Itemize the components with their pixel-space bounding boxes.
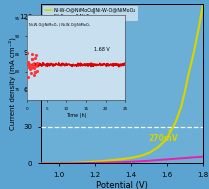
- Point: [28, 67, 32, 70]
- Point: [29, 64, 32, 67]
- Point: [26, 60, 29, 64]
- Point: [35, 62, 38, 65]
- Point: [25, 52, 29, 55]
- Point: [32, 67, 35, 70]
- Legend: Ni-W-O@NiMoO₄‖Ni-W-O@NiMoO₄, Ni Foam ‖ Ni Foam: Ni-W-O@NiMoO₄‖Ni-W-O@NiMoO₄, Ni Foam ‖ N…: [43, 6, 138, 21]
- Text: 270mV: 270mV: [149, 129, 178, 143]
- Text: Ni-W-O@NiMoO₄ | Ni-W-O@NiMoO₄: Ni-W-O@NiMoO₄ | Ni-W-O@NiMoO₄: [29, 22, 90, 26]
- Point: [31, 58, 34, 61]
- Point: [28, 64, 31, 67]
- X-axis label: Time (h): Time (h): [66, 112, 87, 118]
- Point: [31, 63, 34, 66]
- Point: [34, 71, 37, 74]
- Point: [33, 57, 36, 60]
- Y-axis label: Current density (mA cm⁻²): Current density (mA cm⁻²): [9, 37, 16, 130]
- Point: [34, 64, 37, 67]
- Point: [28, 65, 31, 68]
- Point: [31, 52, 34, 55]
- Point: [27, 75, 30, 78]
- Point: [27, 65, 31, 68]
- Point: [35, 70, 39, 73]
- Point: [32, 73, 36, 76]
- Point: [30, 58, 33, 61]
- X-axis label: Potential (V): Potential (V): [96, 181, 148, 189]
- Text: 1.68 V: 1.68 V: [94, 46, 110, 52]
- Point: [30, 72, 33, 75]
- Point: [33, 70, 37, 73]
- Point: [32, 66, 35, 69]
- Point: [34, 54, 38, 57]
- Point: [29, 66, 33, 69]
- Point: [26, 63, 30, 66]
